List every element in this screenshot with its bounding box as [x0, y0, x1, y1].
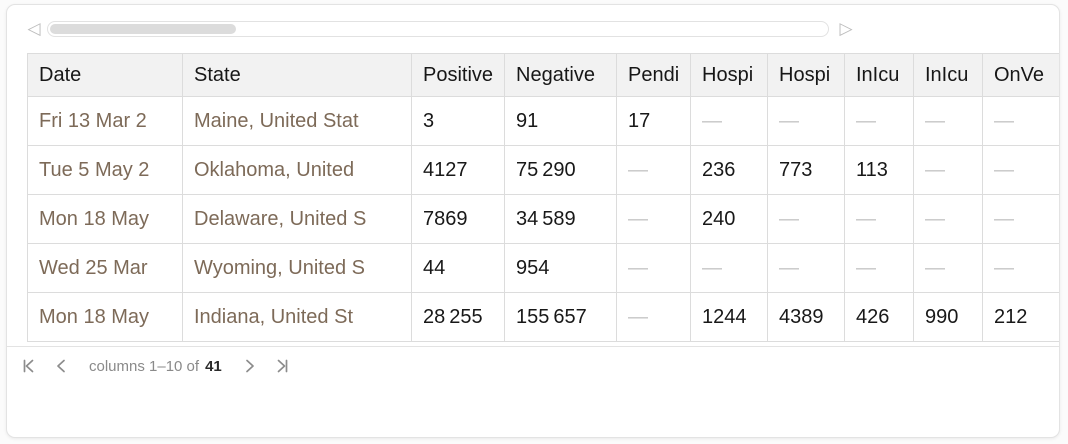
table-row: Mon 18 May Indiana, United St 28 255 155…: [27, 292, 1059, 342]
cell-value: 7869: [411, 194, 505, 244]
cell-value: 236: [690, 145, 768, 195]
cell-value: 34 589: [504, 194, 617, 244]
cell-state: Wyoming, United S: [182, 243, 412, 293]
col-header-date: Date: [27, 53, 183, 97]
table-row: Mon 18 May Delaware, United S 7869 34 58…: [27, 194, 1059, 244]
cell-value: 954: [504, 243, 617, 293]
cell-value: —: [690, 243, 768, 293]
first-page-icon: [23, 359, 34, 373]
cell-value: 240: [690, 194, 768, 244]
last-page-icon: [277, 359, 288, 373]
col-header-onventilator: OnVe: [982, 53, 1059, 97]
cell-date: Tue 5 May 2: [27, 145, 183, 195]
chevron-left-icon: [57, 359, 65, 373]
cell-value: —: [913, 145, 983, 195]
cell-value: —: [982, 96, 1059, 146]
cell-state: Oklahoma, United: [182, 145, 412, 195]
col-header-hospitalized-2: Hospi: [767, 53, 845, 97]
cell-value: —: [616, 194, 691, 244]
cell-value: —: [844, 194, 914, 244]
cell-value: —: [690, 96, 768, 146]
cell-value: —: [844, 96, 914, 146]
columns-total-count: 41: [205, 357, 222, 375]
data-grid-card: ◁ ▷ Date State Positive Negative Pendi: [6, 4, 1060, 438]
scroll-left-icon[interactable]: ◁: [27, 18, 41, 39]
cell-value: —: [913, 243, 983, 293]
col-header-state: State: [182, 53, 412, 97]
data-table: Date State Positive Negative Pendi Hospi…: [27, 53, 1059, 342]
previous-columns-button[interactable]: [53, 357, 71, 375]
cell-state: Indiana, United St: [182, 292, 412, 342]
last-columns-button[interactable]: [272, 357, 290, 375]
col-header-negative: Negative: [504, 53, 617, 97]
cell-value: —: [767, 96, 845, 146]
cell-value: 1244: [690, 292, 768, 342]
cell-value: 28 255: [411, 292, 505, 342]
col-header-inicu-1: InIcu: [844, 53, 914, 97]
cell-value: —: [616, 243, 691, 293]
table-row: Fri 13 Mar 2 Maine, United Stat 3 91 17 …: [27, 96, 1059, 146]
cell-state: Maine, United Stat: [182, 96, 412, 146]
cell-value: —: [767, 194, 845, 244]
cell-value: 4389: [767, 292, 845, 342]
cell-value: 990: [913, 292, 983, 342]
cell-value: 44: [411, 243, 505, 293]
cell-date: Mon 18 May: [27, 292, 183, 342]
table-row: Wed 25 Mar Wyoming, United S 44 954 — — …: [27, 243, 1059, 293]
column-pagination-bar: columns 1–10 of 41: [7, 346, 1059, 385]
cell-value: —: [982, 243, 1059, 293]
cell-date: Wed 25 Mar: [27, 243, 183, 293]
horizontal-scrollbar: ◁ ▷: [7, 5, 1059, 47]
cell-value: 4127: [411, 145, 505, 195]
cell-value: —: [616, 145, 691, 195]
chevron-right-icon: [245, 359, 254, 373]
scroll-right-icon[interactable]: ▷: [839, 18, 853, 39]
cell-value: 426: [844, 292, 914, 342]
cell-value: 155 657: [504, 292, 617, 342]
cell-date: Mon 18 May: [27, 194, 183, 244]
scrollbar-thumb[interactable]: [50, 24, 236, 34]
cell-value: 17: [616, 96, 691, 146]
first-columns-button[interactable]: [21, 357, 39, 375]
cell-value: —: [616, 292, 691, 342]
table-row: Tue 5 May 2 Oklahoma, United 4127 75 290…: [27, 145, 1059, 195]
col-header-pending: Pendi: [616, 53, 691, 97]
cell-value: —: [844, 243, 914, 293]
cell-value: —: [913, 194, 983, 244]
cell-value: 3: [411, 96, 505, 146]
columns-range-text: columns 1–10 of: [89, 357, 200, 375]
col-header-inicu-2: InIcu: [913, 53, 983, 97]
scrollbar-track[interactable]: [47, 21, 829, 37]
header-row: Date State Positive Negative Pendi Hospi…: [27, 53, 1059, 97]
cell-value: 113: [844, 145, 914, 195]
table-viewport: Date State Positive Negative Pendi Hospi…: [27, 53, 1059, 342]
cell-value: —: [982, 194, 1059, 244]
cell-value: 212: [982, 292, 1059, 342]
cell-state: Delaware, United S: [182, 194, 412, 244]
cell-value: 773: [767, 145, 845, 195]
cell-date: Fri 13 Mar 2: [27, 96, 183, 146]
cell-value: —: [982, 145, 1059, 195]
cell-value: 75 290: [504, 145, 617, 195]
columns-range-label: columns 1–10 of 41: [89, 358, 222, 375]
col-header-hospitalized-1: Hospi: [690, 53, 768, 97]
cell-value: —: [767, 243, 845, 293]
cell-value: —: [913, 96, 983, 146]
next-columns-button[interactable]: [240, 357, 258, 375]
cell-value: 91: [504, 96, 617, 146]
col-header-positive: Positive: [411, 53, 505, 97]
